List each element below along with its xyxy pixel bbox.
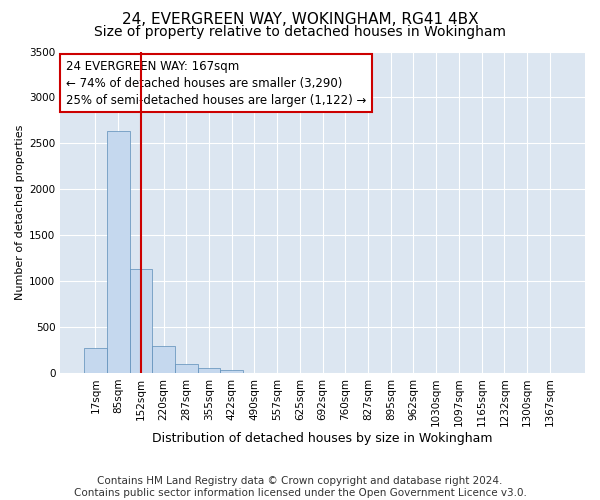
X-axis label: Distribution of detached houses by size in Wokingham: Distribution of detached houses by size … [152,432,493,445]
Bar [175,364,198,373]
Bar [130,269,152,373]
Bar [220,370,243,373]
Text: Contains HM Land Registry data © Crown copyright and database right 2024.
Contai: Contains HM Land Registry data © Crown c… [74,476,526,498]
Bar [152,346,175,373]
Bar [198,368,220,373]
Y-axis label: Number of detached properties: Number of detached properties [15,124,25,300]
Bar [84,348,107,373]
Text: Size of property relative to detached houses in Wokingham: Size of property relative to detached ho… [94,25,506,39]
Text: 24, EVERGREEN WAY, WOKINGHAM, RG41 4BX: 24, EVERGREEN WAY, WOKINGHAM, RG41 4BX [122,12,478,28]
Bar [107,132,130,373]
Text: 24 EVERGREEN WAY: 167sqm
← 74% of detached houses are smaller (3,290)
25% of sem: 24 EVERGREEN WAY: 167sqm ← 74% of detach… [65,60,366,106]
